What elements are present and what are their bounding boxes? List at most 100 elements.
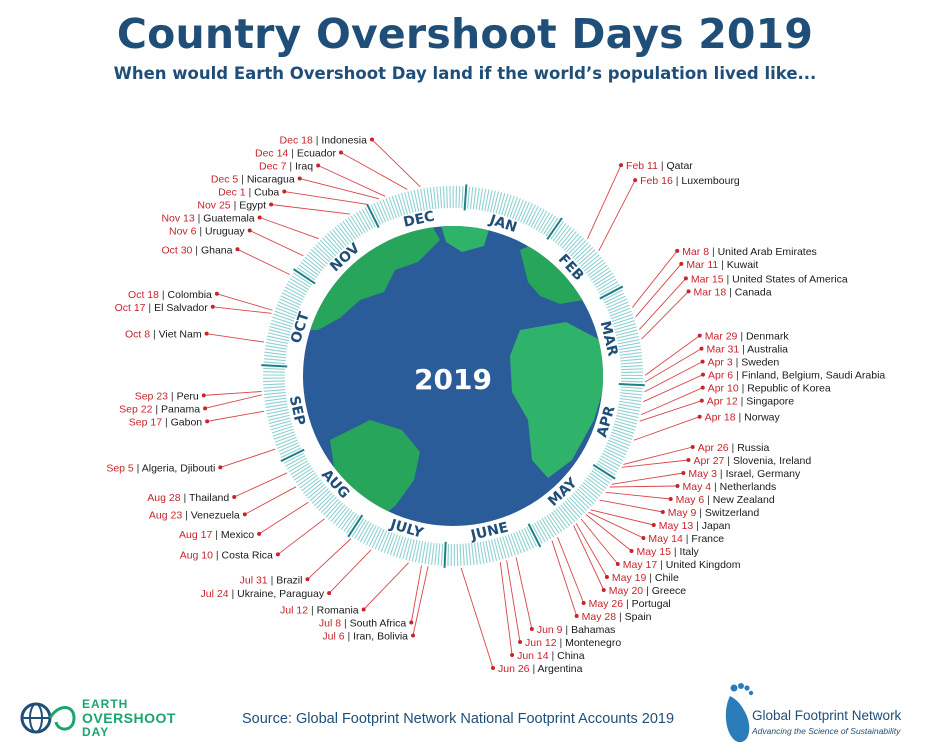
day-tick xyxy=(526,526,538,547)
day-tick xyxy=(612,316,634,325)
leader-line xyxy=(410,565,423,623)
country-date: Feb 11 xyxy=(626,160,658,172)
day-tick xyxy=(275,436,297,446)
country-date: Dec 7 xyxy=(259,161,287,173)
day-tick xyxy=(351,518,365,538)
day-tick xyxy=(458,186,461,209)
label-separator: | xyxy=(643,585,652,597)
day-tick xyxy=(576,246,594,263)
leader-dot xyxy=(518,640,523,644)
leader-dot xyxy=(257,531,262,536)
day-tick xyxy=(577,488,595,505)
leader-dot xyxy=(529,627,534,631)
month-label: DEC xyxy=(402,208,436,230)
day-tick xyxy=(548,513,563,533)
country-label: Apr 3 | Sweden xyxy=(708,357,780,369)
leader-line xyxy=(643,374,704,403)
day-tick xyxy=(461,186,464,209)
day-tick xyxy=(506,195,515,218)
leader-line xyxy=(575,523,608,578)
country-label: Mar 18 | Canada xyxy=(694,286,772,298)
country-date: May 13 xyxy=(659,520,694,532)
leader-line xyxy=(633,416,700,441)
day-tick xyxy=(325,500,342,518)
country-name: Norway xyxy=(744,412,780,424)
country-name: Colombia xyxy=(168,289,213,301)
label-separator: | xyxy=(646,572,655,584)
label-separator: | xyxy=(181,492,189,504)
day-tick xyxy=(263,389,286,392)
day-tick xyxy=(399,537,407,559)
country-name: Portugal xyxy=(632,598,671,610)
country-label: May 6 | New Zealand xyxy=(676,494,775,506)
country-name: Canada xyxy=(735,286,772,298)
day-tick xyxy=(620,389,643,393)
leader-line xyxy=(237,248,291,276)
day-tick xyxy=(620,365,643,368)
day-tick xyxy=(265,403,288,409)
country-name: China xyxy=(557,650,585,662)
label-separator: | xyxy=(657,559,666,571)
country-label: Mar 29 | Denmark xyxy=(705,331,790,343)
leader-line xyxy=(635,263,682,318)
country-label: May 26 | Portugal xyxy=(589,598,671,610)
day-tick xyxy=(475,187,480,210)
leader-dot xyxy=(297,176,302,181)
leader-dot xyxy=(327,591,332,596)
month-boundary-tick xyxy=(443,541,447,568)
day-tick xyxy=(496,537,504,560)
day-tick xyxy=(405,538,412,561)
leader-dot xyxy=(214,291,219,296)
day-tick xyxy=(571,494,588,512)
day-tick xyxy=(609,307,631,317)
label-separator: | xyxy=(729,442,738,454)
leader-line xyxy=(609,485,678,488)
leader-dot xyxy=(247,228,252,233)
label-separator: | xyxy=(212,529,221,541)
day-tick xyxy=(552,223,567,242)
country-label: Sep 22 | Panama xyxy=(119,403,200,415)
country-name: Uruguay xyxy=(205,226,245,238)
country-date: Jun 9 xyxy=(537,624,563,636)
leader-line xyxy=(588,511,644,539)
leader-line xyxy=(271,204,350,215)
country-date: May 20 xyxy=(609,585,644,597)
leader-line xyxy=(259,217,319,240)
country-name: Finland, Belgium, Saudi Arabia xyxy=(742,370,886,382)
day-tick xyxy=(578,486,597,502)
country-label: Jun 26 | Argentina xyxy=(498,663,583,675)
day-tick xyxy=(612,428,634,437)
leader-dot xyxy=(690,445,695,449)
day-tick xyxy=(290,462,310,476)
day-tick xyxy=(487,189,493,212)
gfn-name: Global Footprint Network xyxy=(752,708,902,723)
day-tick xyxy=(265,400,287,405)
label-separator: | xyxy=(724,273,733,285)
month-label: SEP xyxy=(286,394,308,427)
day-tick xyxy=(305,481,324,497)
day-tick xyxy=(467,186,471,209)
country-date: Apr 3 xyxy=(708,357,733,369)
day-tick xyxy=(555,508,571,527)
country-label: Sep 5 | Algeria, Djibouti xyxy=(106,462,215,474)
leader-line xyxy=(207,410,265,422)
day-tick xyxy=(447,543,450,566)
day-tick xyxy=(306,254,325,269)
day-tick xyxy=(275,307,297,317)
label-separator: | xyxy=(134,462,142,474)
country-label: Oct 30 | Ghana xyxy=(161,244,232,256)
day-tick xyxy=(605,445,627,456)
label-separator: | xyxy=(711,481,720,493)
country-label: May 4 | Netherlands xyxy=(682,481,776,493)
day-tick xyxy=(499,537,507,559)
day-tick xyxy=(520,201,530,223)
leader-dot xyxy=(683,276,688,281)
day-tick xyxy=(514,199,524,221)
day-tick xyxy=(479,541,485,564)
country-date: Jul 31 xyxy=(240,574,268,586)
day-tick xyxy=(277,439,298,449)
day-tick xyxy=(273,431,295,440)
day-tick xyxy=(615,417,638,425)
label-separator: | xyxy=(213,549,222,561)
day-tick xyxy=(589,472,609,487)
